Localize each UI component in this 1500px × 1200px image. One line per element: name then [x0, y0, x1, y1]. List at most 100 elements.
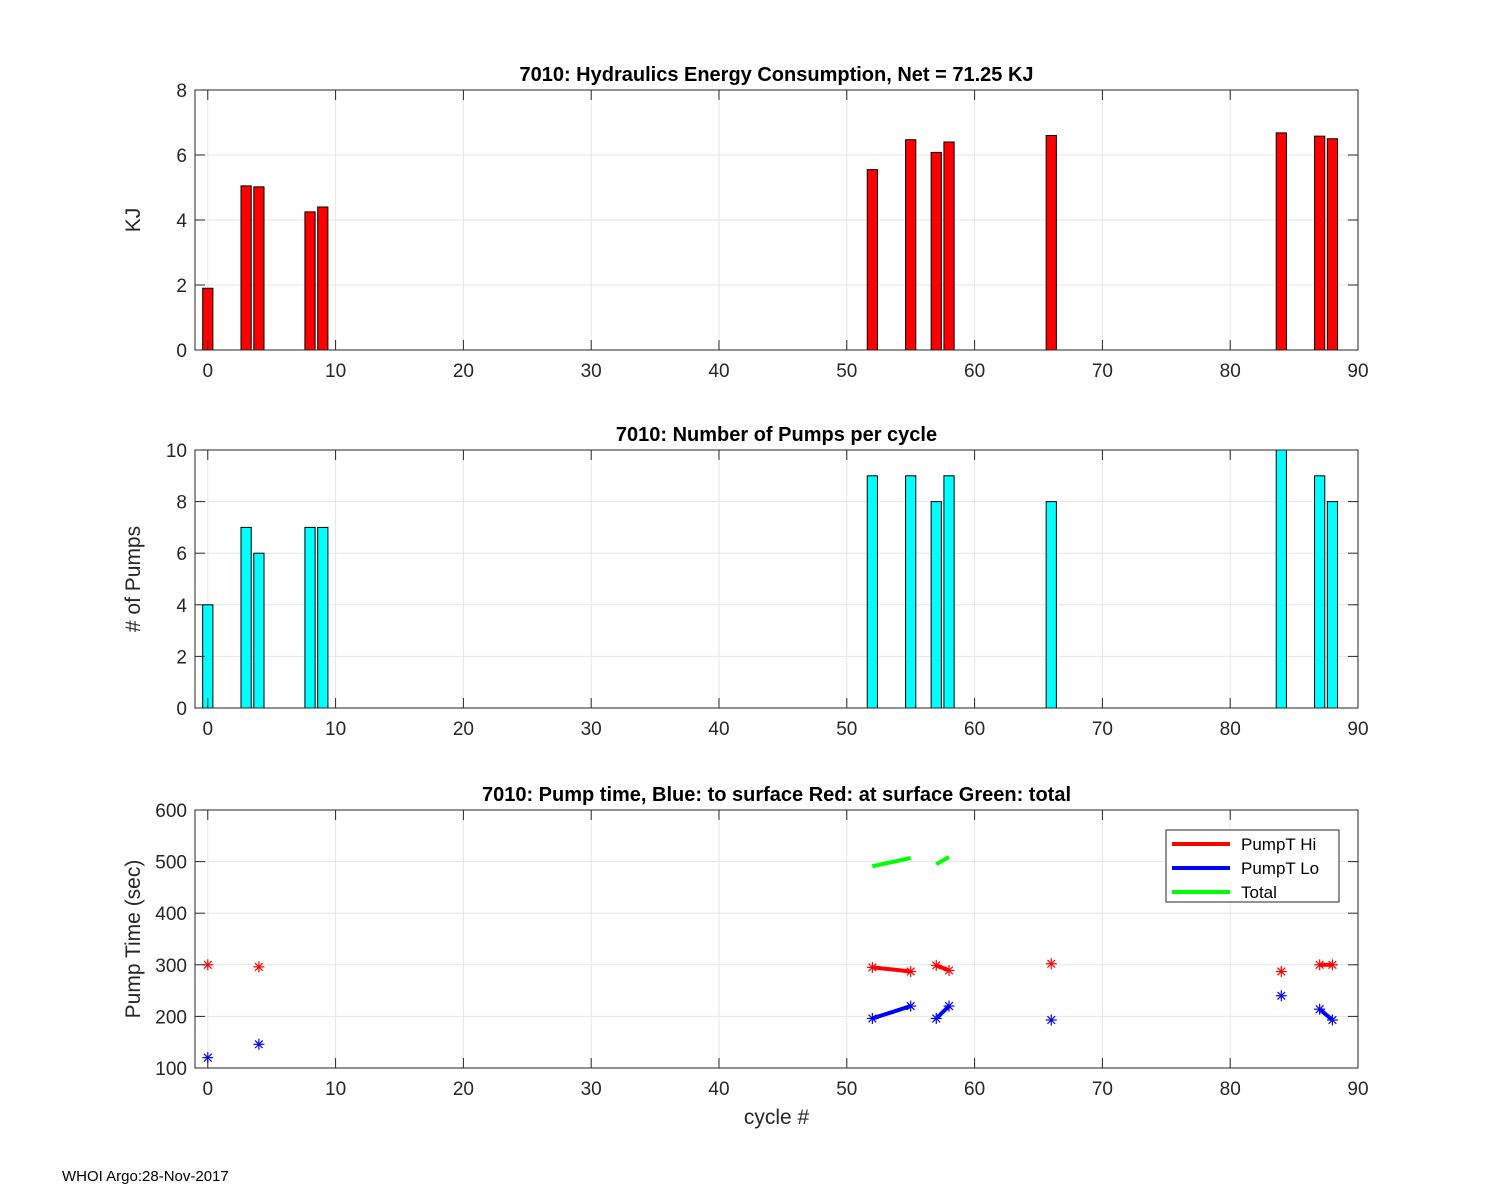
- bar: [304, 211, 316, 351]
- bar: [317, 206, 329, 351]
- bar: [930, 151, 942, 351]
- x-tick-label: 70: [1092, 361, 1113, 382]
- x-tick-label: 30: [581, 361, 602, 382]
- marker-stroke: [1047, 1015, 1056, 1025]
- point-marker: [943, 1000, 955, 1012]
- marker-stroke: [1277, 967, 1286, 976]
- bar: [317, 526, 329, 709]
- y-tick-label: 0: [176, 341, 187, 362]
- bar: [943, 141, 955, 351]
- point-marker: [866, 1012, 878, 1024]
- marker-stroke: [254, 1039, 264, 1049]
- y-tick-label: 10: [166, 441, 187, 462]
- series-line-3: [871, 856, 912, 869]
- series-line-2: [871, 1004, 912, 1021]
- chart-2: 0 10 20 30 40 50 60 70 80 90 0 2 4 6 8 10 7010: Number o…: [122, 424, 1369, 740]
- legend-label: PumpT Hi: [1241, 835, 1316, 854]
- legend-label: Total: [1241, 883, 1277, 902]
- x-tick-label: 90: [1347, 361, 1368, 382]
- marker-stroke: [1047, 959, 1056, 969]
- x-tick-label: 80: [1220, 719, 1241, 740]
- bar: [1275, 449, 1287, 709]
- point-marker: [930, 1012, 942, 1024]
- bar: [1045, 135, 1057, 351]
- marker-stroke: [1328, 1015, 1337, 1025]
- bar: [866, 169, 878, 351]
- bar: [240, 185, 252, 351]
- plot-area: [195, 810, 1358, 1068]
- x-tick-label: 0: [202, 719, 213, 740]
- bar: [1326, 501, 1339, 709]
- y-tick-label: 6: [176, 544, 187, 565]
- x-tick-label: 20: [453, 361, 474, 382]
- marker-stroke: [1328, 960, 1337, 970]
- chart-1: 0 10 20 30 40 50 60 70 80 90 0 2 4 6 8 7010: Hydraulics…: [122, 64, 1369, 382]
- marker-stroke: [203, 960, 213, 970]
- marker-stroke: [868, 963, 877, 972]
- bar: [866, 475, 878, 709]
- x-tick-label: 50: [836, 361, 857, 382]
- axes-box: [194, 449, 1359, 709]
- x-tick-label: 10: [325, 719, 346, 740]
- x-tick-label: 10: [325, 1079, 346, 1100]
- y-tick-label: 200: [155, 1007, 187, 1028]
- marker-stroke: [203, 1053, 213, 1062]
- bar: [240, 526, 252, 709]
- y-tick-label: 8: [176, 493, 187, 514]
- chart-title: 7010: Number of Pumps per cycle: [616, 424, 937, 446]
- series-line-1: [872, 965, 911, 974]
- y-tick-label: 400: [155, 904, 187, 925]
- y-axis-label: # of Pumps: [122, 526, 145, 632]
- x-tick-label: 10: [325, 361, 346, 382]
- y-axis-label: Pump Time (sec): [122, 860, 145, 1019]
- series-line-3: [935, 855, 951, 866]
- chart-3: PumpT Hi PumpT Lo Total 0 10 20 30 40 50 60 70 80 90…: [122, 784, 1369, 1129]
- point-marker: [1045, 1014, 1057, 1026]
- y-tick-label: 500: [155, 853, 187, 874]
- point-marker: [1326, 1014, 1338, 1026]
- x-tick-label: 50: [836, 1079, 857, 1100]
- point-marker: [943, 964, 955, 976]
- marker-stroke: [931, 961, 941, 970]
- marker-stroke: [906, 967, 915, 976]
- y-tick-label: 300: [155, 956, 187, 977]
- marker-stroke: [931, 1014, 941, 1023]
- point-marker: [866, 961, 878, 973]
- footer-label: WHOI Argo:28-Nov-2017: [62, 1168, 229, 1185]
- point-marker: [253, 961, 265, 973]
- marker-stroke: [1277, 991, 1286, 1001]
- x-tick-label: 70: [1092, 719, 1113, 740]
- point-marker: [253, 1038, 265, 1050]
- legend: PumpT Hi PumpT Lo Total: [1165, 829, 1340, 903]
- bar: [253, 186, 265, 351]
- x-tick-label: 70: [1092, 1079, 1113, 1100]
- point-marker: [1314, 959, 1326, 971]
- y-tick-label: 8: [176, 81, 187, 102]
- point-marker: [1045, 958, 1057, 970]
- y-tick-label: 6: [176, 146, 187, 167]
- x-tick-label: 60: [964, 719, 985, 740]
- chart-title: 7010: Hydraulics Energy Consumption, Net…: [519, 64, 1033, 86]
- axes-box: [194, 809, 1359, 1069]
- marker-stroke: [906, 1001, 915, 1011]
- point-marker: [1326, 959, 1338, 971]
- bar: [905, 475, 917, 709]
- plot-area: [195, 450, 1358, 708]
- x-tick-label: 40: [708, 719, 729, 740]
- marker-stroke: [1315, 1004, 1324, 1014]
- x-tick-label: 80: [1220, 361, 1241, 382]
- x-tick-label: 0: [202, 1079, 213, 1100]
- y-tick-label: 0: [176, 699, 187, 720]
- y-axis-label: KJ: [122, 208, 145, 233]
- y-tick-label: 2: [176, 647, 187, 668]
- x-tick-label: 40: [708, 361, 729, 382]
- y-tick-label: 4: [176, 596, 187, 617]
- marker-stroke: [944, 1001, 954, 1011]
- y-tick-label: 600: [155, 801, 187, 822]
- x-tick-label: 50: [836, 719, 857, 740]
- point-marker: [1275, 990, 1287, 1002]
- point-marker: [1314, 1003, 1326, 1015]
- x-tick-label: 60: [964, 1079, 985, 1100]
- point-marker: [1275, 966, 1287, 978]
- x-tick-label: 40: [708, 1079, 729, 1100]
